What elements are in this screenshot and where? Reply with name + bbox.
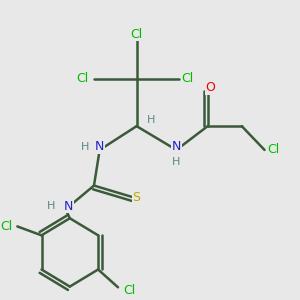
Text: Cl: Cl [182, 72, 194, 85]
Text: Cl: Cl [130, 28, 143, 40]
Text: H: H [147, 115, 155, 125]
Text: N: N [64, 200, 73, 213]
Text: Cl: Cl [267, 143, 279, 156]
Text: N: N [172, 140, 181, 154]
Text: N: N [95, 140, 104, 154]
Text: H: H [172, 157, 181, 167]
Text: H: H [47, 201, 56, 212]
Text: Cl: Cl [0, 220, 12, 233]
Text: Cl: Cl [123, 284, 136, 297]
Text: S: S [133, 191, 141, 204]
Text: Cl: Cl [76, 72, 89, 85]
Text: H: H [81, 142, 90, 152]
Text: O: O [206, 81, 215, 94]
